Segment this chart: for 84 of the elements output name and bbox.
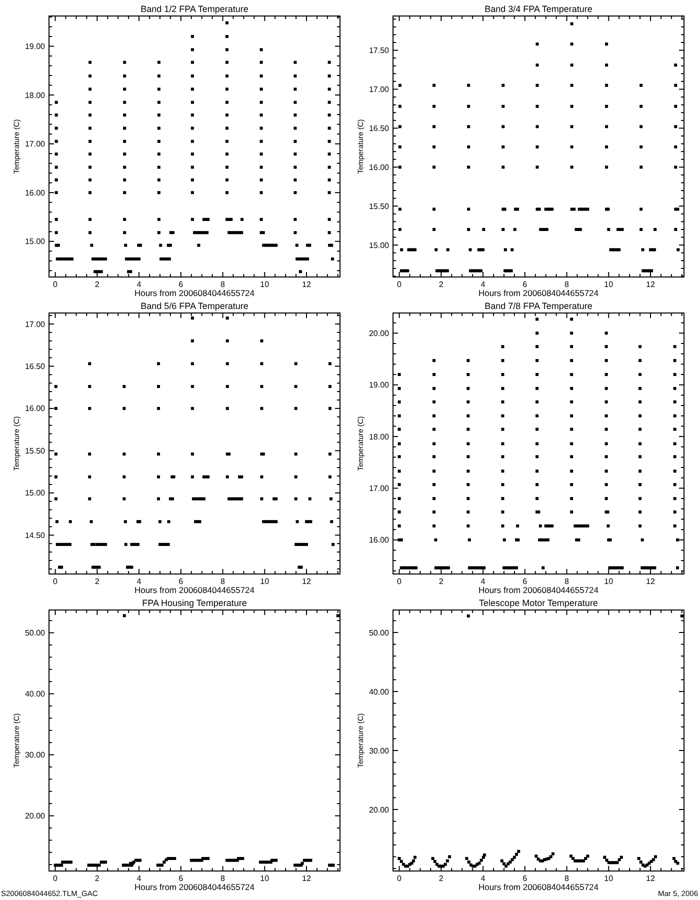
x-tick-label: 4 <box>136 280 142 289</box>
x-axis-title: Hours from 2006084044655724 <box>478 585 599 595</box>
x-tick-label: 6 <box>178 280 184 289</box>
x-tick-label: 6 <box>522 874 528 883</box>
y-tick-label: 16.00 <box>24 188 46 198</box>
x-tick-label: 8 <box>220 577 226 586</box>
x-tick-label: 0 <box>53 577 58 586</box>
x-tick-label: 4 <box>136 577 142 586</box>
y-tick-label: 17.00 <box>368 484 390 494</box>
y-tick-label: 18.00 <box>368 432 390 442</box>
y-tick-label: 17.00 <box>24 320 46 329</box>
y-tick-label: 19.00 <box>24 42 46 52</box>
y-tick-label: 14.50 <box>24 530 46 540</box>
y-tick-label: 20.00 <box>368 328 390 338</box>
x-tick-label: 12 <box>646 577 656 586</box>
x-axis-title: Hours from 2006084044655724 <box>134 288 255 298</box>
y-tick-label: 17.50 <box>368 46 390 56</box>
x-tick-label: 12 <box>302 577 312 586</box>
y-tick-label: 15.00 <box>24 237 46 246</box>
x-axis-title: Hours from 2006084044655724 <box>134 585 255 595</box>
x-axis-title: Hours from 2006084044655724 <box>478 882 599 892</box>
x-tick-label: 4 <box>480 577 486 586</box>
x-tick-label: 10 <box>604 874 614 883</box>
x-tick-label: 10 <box>260 874 270 883</box>
y-tick-label: 30.00 <box>368 746 390 756</box>
x-tick-label: 12 <box>302 874 312 883</box>
x-tick-label: 8 <box>564 280 570 289</box>
chart-title: FPA Housing Temperature <box>142 598 247 608</box>
y-tick-label: 17.00 <box>368 85 390 94</box>
y-tick-label: 19.00 <box>368 380 390 390</box>
x-tick-label: 2 <box>94 577 100 586</box>
x-tick-label: 10 <box>604 577 614 586</box>
x-tick-label: 6 <box>522 577 528 586</box>
x-tick-label: 0 <box>53 280 58 289</box>
y-tick-label: 40.00 <box>24 690 46 699</box>
y-tick-label: 15.00 <box>24 488 46 498</box>
y-tick-label: 15.50 <box>368 202 390 211</box>
x-tick-label: 2 <box>94 874 100 883</box>
y-tick-label: 20.00 <box>368 805 390 814</box>
x-tick-label: 2 <box>438 577 444 586</box>
x-tick-label: 0 <box>397 577 402 586</box>
x-tick-label: 12 <box>646 280 656 289</box>
x-tick-label: 12 <box>302 280 312 289</box>
x-tick-label: 8 <box>564 577 570 586</box>
x-tick-label: 4 <box>136 874 142 883</box>
x-tick-label: 8 <box>564 874 570 883</box>
x-tick-label: 8 <box>220 280 226 289</box>
x-axis-title: Hours from 2006084044655724 <box>134 882 255 892</box>
y-tick-label: 40.00 <box>368 687 390 696</box>
y-tick-label: 20.00 <box>24 812 46 821</box>
y-tick-label: 16.00 <box>24 404 46 414</box>
x-axis-title: Hours from 2006084044655724 <box>478 288 599 298</box>
x-tick-label: 10 <box>260 577 270 586</box>
y-tick-label: 17.00 <box>24 140 46 149</box>
x-tick-label: 8 <box>220 874 226 883</box>
y-tick-label: 50.00 <box>368 628 390 638</box>
x-tick-label: 2 <box>438 874 444 883</box>
x-tick-label: 10 <box>604 280 614 289</box>
x-tick-label: 0 <box>397 874 402 883</box>
y-tick-label: 16.50 <box>24 362 46 372</box>
y-tick-label: 18.00 <box>24 90 46 100</box>
chart-title: Telescope Motor Temperature <box>479 598 598 608</box>
chart-title: Band 3/4 FPA Temperature <box>484 4 592 14</box>
x-tick-label: 6 <box>178 874 184 883</box>
y-tick-label: 50.00 <box>24 628 46 638</box>
x-tick-label: 0 <box>397 280 402 289</box>
chart-title: Band 7/8 FPA Temperature <box>484 301 592 311</box>
x-tick-label: 4 <box>480 280 486 289</box>
chart-title: Band 1/2 FPA Temperature <box>140 4 248 14</box>
y-tick-label: 16.00 <box>368 162 390 172</box>
x-tick-label: 12 <box>646 874 656 883</box>
x-tick-label: 10 <box>260 280 270 289</box>
x-tick-label: 4 <box>480 874 486 883</box>
x-tick-label: 0 <box>53 874 58 883</box>
y-tick-label: 30.00 <box>24 750 46 760</box>
x-tick-label: 2 <box>94 280 100 289</box>
x-tick-label: 6 <box>178 577 184 586</box>
y-tick-label: 16.50 <box>368 124 390 133</box>
y-tick-label: 15.00 <box>368 240 390 250</box>
chart-title: Band 5/6 FPA Temperature <box>140 301 248 311</box>
y-tick-label: 15.50 <box>24 446 46 456</box>
y-tick-label: 16.00 <box>368 536 390 545</box>
x-tick-label: 2 <box>438 280 444 289</box>
x-tick-label: 6 <box>522 280 528 289</box>
